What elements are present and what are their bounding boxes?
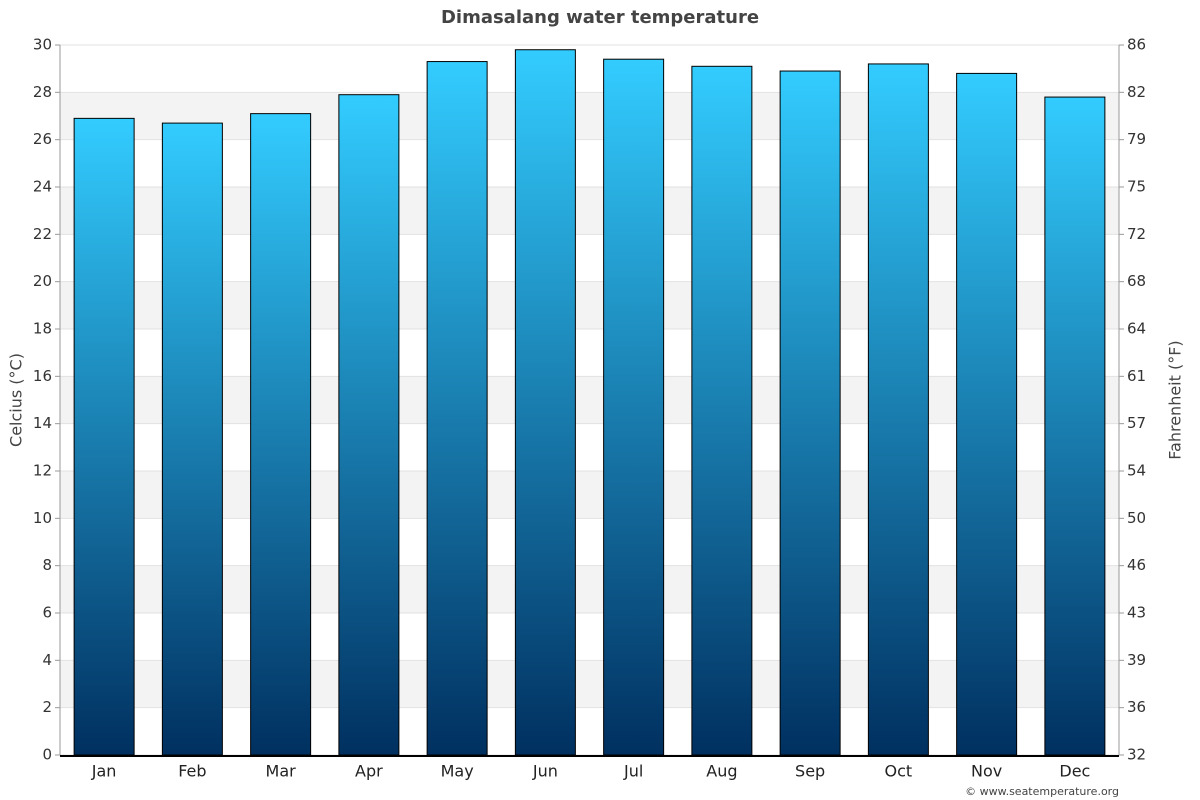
x-tick-label: Mar <box>266 762 297 781</box>
y2-tick-label: 86 <box>1127 36 1146 54</box>
y-tick-label: 28 <box>33 83 52 101</box>
y2-tick-label: 72 <box>1127 225 1146 243</box>
bar <box>867 63 929 756</box>
grid-band <box>60 281 1119 329</box>
x-tick-label: Dec <box>1059 762 1090 781</box>
y2-tick-label: 39 <box>1127 651 1146 669</box>
y2-tick-label: 36 <box>1127 698 1146 716</box>
x-tick-label: Oct <box>885 762 913 781</box>
y-tick-label: 8 <box>42 556 52 574</box>
y2-tick-label: 75 <box>1127 178 1146 196</box>
x-tick-label: Jul <box>623 762 643 781</box>
y-tick-label: 22 <box>33 225 52 243</box>
y-axis-title: Celcius (°C) <box>7 353 26 447</box>
y2-tick-label: 50 <box>1127 509 1146 527</box>
y-tick-label: 6 <box>42 604 52 622</box>
grid-band <box>60 471 1119 519</box>
bar <box>603 58 665 756</box>
grid-band <box>60 565 1119 613</box>
y-tick-label: 16 <box>33 367 52 385</box>
bar <box>514 49 576 756</box>
y-tick-label: 4 <box>42 651 52 669</box>
y2-tick-label: 79 <box>1127 130 1146 148</box>
y-tick-label: 12 <box>33 462 52 480</box>
y-tick-label: 26 <box>33 130 52 148</box>
y2-tick-label: 68 <box>1127 272 1146 290</box>
grid-band <box>60 660 1119 708</box>
bar <box>1044 96 1106 756</box>
y2-tick-label: 32 <box>1127 746 1146 764</box>
y-tick-label: 2 <box>42 698 52 716</box>
y2-tick-label: 82 <box>1127 83 1146 101</box>
x-tick-label: Aug <box>706 762 737 781</box>
x-tick-label: Feb <box>178 762 206 781</box>
chart-title: Dimasalang water temperature <box>441 7 759 28</box>
grid-band <box>60 187 1119 235</box>
bar <box>691 65 753 756</box>
y-tick-label: 14 <box>33 414 52 432</box>
y-tick-label: 18 <box>33 320 52 338</box>
y-tick-label: 30 <box>33 36 52 54</box>
y2-tick-label: 43 <box>1127 604 1146 622</box>
y2-tick-label: 46 <box>1127 556 1146 574</box>
y2-tick-label: 61 <box>1127 367 1146 385</box>
bar <box>250 113 312 756</box>
footer: © www.seatemperature.org <box>965 785 1119 798</box>
x-tick-label: Nov <box>971 762 1002 781</box>
grid-band <box>60 376 1119 424</box>
y-tick-label: 20 <box>33 272 52 290</box>
x-tick-label: Sep <box>795 762 825 781</box>
y2-tick-label: 64 <box>1127 320 1146 338</box>
bar <box>779 70 841 756</box>
y2-tick-label: 54 <box>1127 462 1146 480</box>
bar <box>73 117 135 756</box>
x-tick-label: Jan <box>91 762 117 781</box>
bar <box>426 61 488 756</box>
y2-tick-label: 57 <box>1127 414 1146 432</box>
x-tick-label: Jun <box>532 762 558 781</box>
bar <box>956 72 1018 756</box>
bar <box>161 122 223 756</box>
y-tick-label: 10 <box>33 509 52 527</box>
bar <box>338 94 400 756</box>
y2-axis-title: Fahrenheit (°F) <box>1166 340 1185 459</box>
y-tick-label: 24 <box>33 178 52 196</box>
y-tick-label: 0 <box>42 746 52 764</box>
grid-band <box>60 92 1119 140</box>
x-tick-label: Apr <box>355 762 383 781</box>
x-tick-label: May <box>441 762 474 781</box>
